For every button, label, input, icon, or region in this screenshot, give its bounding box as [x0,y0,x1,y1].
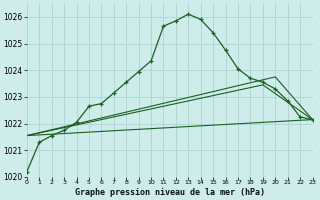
X-axis label: Graphe pression niveau de la mer (hPa): Graphe pression niveau de la mer (hPa) [75,188,265,197]
